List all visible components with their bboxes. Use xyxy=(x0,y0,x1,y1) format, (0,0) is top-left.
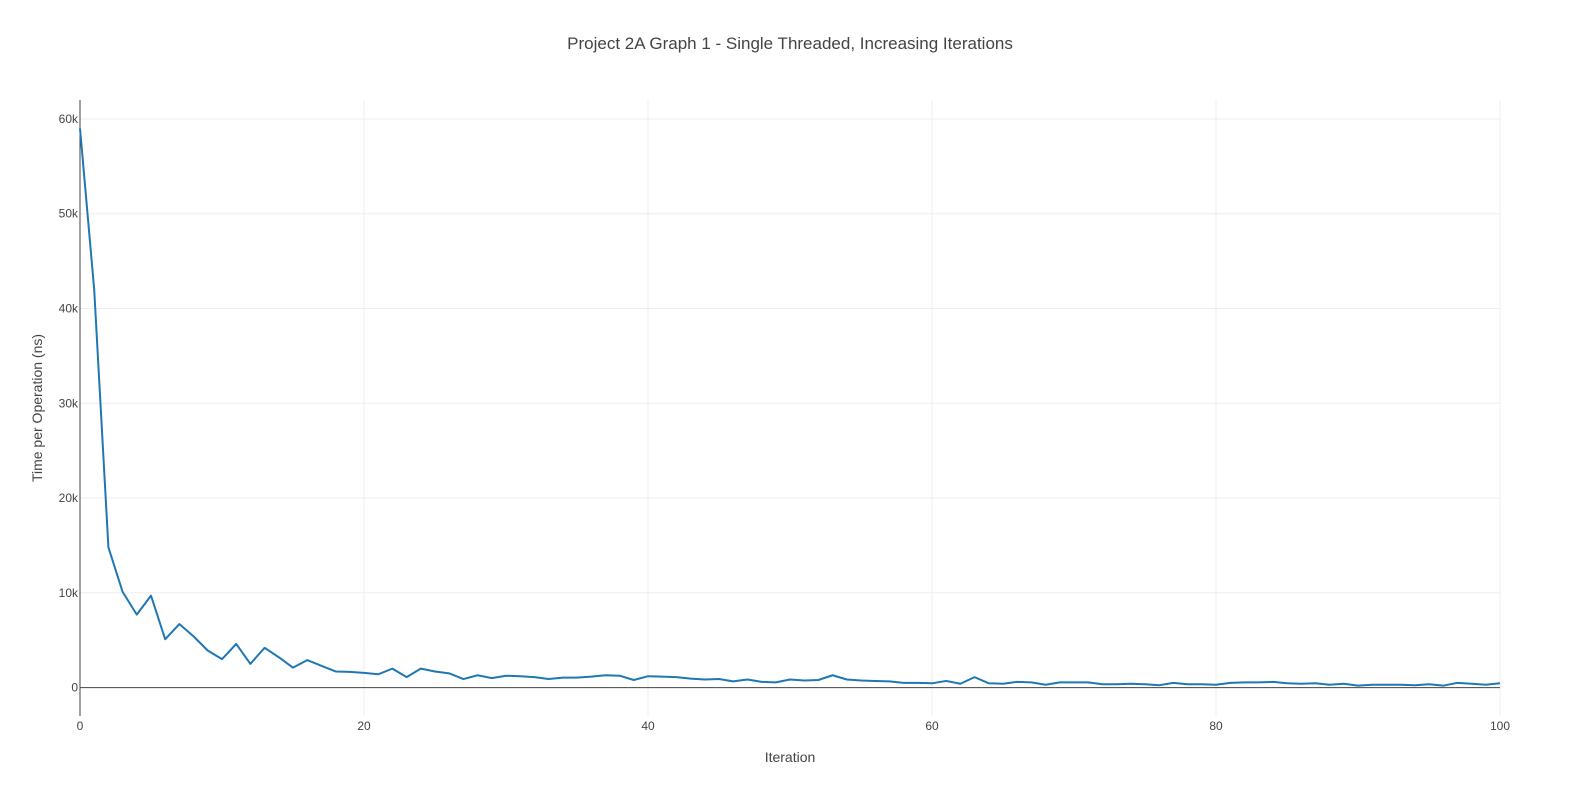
y-tick-label: 60k xyxy=(59,112,79,126)
y-tick-label: 0 xyxy=(71,681,78,695)
series-group xyxy=(79,128,1501,687)
series-line xyxy=(79,128,1501,687)
tick-labels: 0 10k 20k 30k 40k 50k 60k 0 20 40 60 80 100 xyxy=(59,112,1511,733)
chart-title: Project 2A Graph 1 - Single Threaded, In… xyxy=(567,34,1013,53)
y-tick-label: 10k xyxy=(59,586,79,600)
y-tick-label: 30k xyxy=(59,396,79,410)
x-tick-label: 0 xyxy=(77,719,84,733)
x-tick-label: 40 xyxy=(641,719,655,733)
y-tick-label: 40k xyxy=(59,301,79,315)
x-tick-label: 80 xyxy=(1209,719,1223,733)
axes xyxy=(79,100,1500,716)
y-tick-label: 50k xyxy=(59,207,79,221)
x-tick-label: 20 xyxy=(357,719,371,733)
x-axis-title: Iteration xyxy=(765,749,816,765)
y-axis-title: Time per Operation (ns) xyxy=(29,334,45,482)
grid xyxy=(80,100,1501,716)
x-tick-label: 100 xyxy=(1490,719,1510,733)
x-tick-label: 60 xyxy=(925,719,939,733)
y-tick-label: 20k xyxy=(59,491,79,505)
